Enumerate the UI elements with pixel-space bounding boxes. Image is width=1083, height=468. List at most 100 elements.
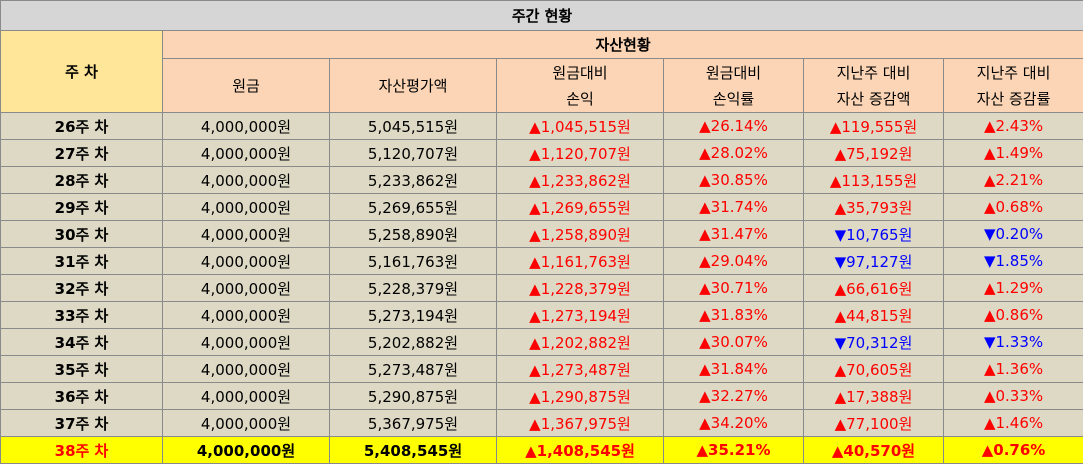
principal-cell: 4,000,000원 bbox=[162, 409, 330, 437]
weekly-change-cell: ▲40,570원 bbox=[803, 436, 944, 464]
week-cell: 27주 차 bbox=[0, 139, 163, 167]
weekly-change-rate-cell: ▲2.21% bbox=[942, 166, 1083, 194]
weekly-change-rate-cell: ▼1.33% bbox=[942, 328, 1083, 356]
asset-value-cell: 5,290,875원 bbox=[329, 382, 497, 410]
asset-value-cell: 5,273,487원 bbox=[329, 355, 497, 383]
weekly-change-cell: ▼70,312원 bbox=[803, 328, 944, 356]
profit-rate-cell: ▲32.27% bbox=[663, 382, 804, 410]
weekly-change-rate-cell: ▲0.33% bbox=[942, 382, 1083, 410]
asset-value-cell: 5,408,545원 bbox=[329, 436, 497, 464]
weekly-change-cell: ▼10,765원 bbox=[803, 220, 944, 248]
table-row: 34주 차 4,000,000원 5,202,882원 ▲1,202,882원 ▲30.… bbox=[0, 328, 1083, 356]
table-row: 29주 차 4,000,000원 5,269,655원 ▲1,269,655원 ▲31.… bbox=[0, 193, 1083, 221]
weekly-change-rate-cell: ▲2.43% bbox=[942, 112, 1083, 140]
profit-loss-cell: ▲1,269,655원 bbox=[496, 193, 664, 221]
week-cell: 28주 차 bbox=[0, 166, 163, 194]
profit-loss-cell: ▲1,045,515원 bbox=[496, 112, 664, 140]
column-header-row: 원금 자산평가액 원금대비 손익 원금대비 손익률 지난주 대비 자산 증감액 지난주… bbox=[1, 58, 1083, 113]
asset-value-cell: 5,228,379원 bbox=[329, 274, 497, 302]
table-row: 35주 차 4,000,000원 5,273,487원 ▲1,273,487원 ▲31.… bbox=[0, 355, 1083, 383]
weekly-change-rate-cell: ▲1.29% bbox=[942, 274, 1083, 302]
profit-rate-cell: ▲26.14% bbox=[663, 112, 804, 140]
principal-cell: 4,000,000원 bbox=[162, 328, 330, 356]
table-title: 주간 현황 bbox=[0, 0, 1083, 31]
asset-value-cell: 5,273,194원 bbox=[329, 301, 497, 329]
week-header: 주 차 bbox=[0, 30, 163, 113]
asset-value-cell: 5,161,763원 bbox=[329, 247, 497, 275]
profit-rate-cell: ▲31.47% bbox=[663, 220, 804, 248]
week-cell: 31주 차 bbox=[0, 247, 163, 275]
col-header-principal: 원금 bbox=[162, 58, 330, 113]
table-row: 37주 차 4,000,000원 5,367,975원 ▲1,367,975원 ▲34.… bbox=[0, 409, 1083, 437]
profit-loss-cell: ▲1,233,862원 bbox=[496, 166, 664, 194]
principal-cell: 4,000,000원 bbox=[162, 112, 330, 140]
asset-value-cell: 5,045,515원 bbox=[329, 112, 497, 140]
profit-loss-cell: ▲1,273,487원 bbox=[496, 355, 664, 383]
weekly-change-cell: ▲66,616원 bbox=[803, 274, 944, 302]
week-cell: 32주 차 bbox=[0, 274, 163, 302]
table-row: 36주 차 4,000,000원 5,290,875원 ▲1,290,875원 ▲32.… bbox=[0, 382, 1083, 410]
principal-cell: 4,000,000원 bbox=[162, 301, 330, 329]
week-cell: 37주 차 bbox=[0, 409, 163, 437]
table-row: 38주 차 4,000,000원 5,408,545원 ▲1,408,545원 ▲35.… bbox=[0, 436, 1083, 464]
table-row: 27주 차 4,000,000원 5,120,707원 ▲1,120,707원 ▲28.… bbox=[0, 139, 1083, 167]
asset-status-header: 자산현황 bbox=[161, 30, 1083, 59]
weekly-change-cell: ▼97,127원 bbox=[803, 247, 944, 275]
principal-cell: 4,000,000원 bbox=[162, 139, 330, 167]
profit-loss-cell: ▲1,120,707원 bbox=[496, 139, 664, 167]
principal-cell: 4,000,000원 bbox=[162, 193, 330, 221]
asset-value-cell: 5,120,707원 bbox=[329, 139, 497, 167]
table-row: 26주 차 4,000,000원 5,045,515원 ▲1,045,515원 ▲26.… bbox=[0, 112, 1083, 140]
weekly-change-rate-cell: ▲0.86% bbox=[942, 301, 1083, 329]
weekly-change-cell: ▲113,155원 bbox=[803, 166, 944, 194]
group-header-row: 주 차 자산현황 bbox=[0, 30, 1083, 113]
week-cell: 33주 차 bbox=[0, 301, 163, 329]
weekly-change-cell: ▲77,100원 bbox=[803, 409, 944, 437]
profit-loss-cell: ▲1,228,379원 bbox=[496, 274, 664, 302]
col-header-asset-value: 자산평가액 bbox=[329, 58, 497, 113]
weekly-change-rate-cell: ▲1.46% bbox=[942, 409, 1083, 437]
col-header-profit-rate: 원금대비 손익률 bbox=[663, 58, 804, 113]
weekly-change-rate-cell: ▲0.76% bbox=[942, 436, 1083, 464]
profit-loss-cell: ▲1,202,882원 bbox=[496, 328, 664, 356]
table-row: 28주 차 4,000,000원 5,233,862원 ▲1,233,862원 ▲30.… bbox=[0, 166, 1083, 194]
profit-rate-cell: ▲34.20% bbox=[663, 409, 804, 437]
table-body: 26주 차 4,000,000원 5,045,515원 ▲1,045,515원 ▲26.… bbox=[0, 112, 1083, 464]
profit-rate-cell: ▲29.04% bbox=[663, 247, 804, 275]
principal-cell: 4,000,000원 bbox=[162, 436, 330, 464]
principal-cell: 4,000,000원 bbox=[162, 274, 330, 302]
profit-loss-cell: ▲1,161,763원 bbox=[496, 247, 664, 275]
profit-loss-cell: ▲1,258,890원 bbox=[496, 220, 664, 248]
profit-rate-cell: ▲30.85% bbox=[663, 166, 804, 194]
table-row: 30주 차 4,000,000원 5,258,890원 ▲1,258,890원 ▲31.… bbox=[0, 220, 1083, 248]
weekly-change-rate-cell: ▲1.49% bbox=[942, 139, 1083, 167]
profit-loss-cell: ▲1,290,875원 bbox=[496, 382, 664, 410]
weekly-change-rate-cell: ▼0.20% bbox=[942, 220, 1083, 248]
col-header-weekly-change: 지난주 대비 자산 증감액 bbox=[803, 58, 944, 113]
principal-cell: 4,000,000원 bbox=[162, 382, 330, 410]
profit-rate-cell: ▲31.83% bbox=[663, 301, 804, 329]
profit-rate-cell: ▲28.02% bbox=[663, 139, 804, 167]
col-header-weekly-change-rate: 지난주 대비 자산 증감률 bbox=[942, 58, 1083, 113]
week-cell: 30주 차 bbox=[0, 220, 163, 248]
asset-value-cell: 5,269,655원 bbox=[329, 193, 497, 221]
profit-rate-cell: ▲31.74% bbox=[663, 193, 804, 221]
week-cell: 29주 차 bbox=[0, 193, 163, 221]
weekly-change-cell: ▲17,388원 bbox=[803, 382, 944, 410]
profit-rate-cell: ▲30.07% bbox=[663, 328, 804, 356]
weekly-change-cell: ▲35,793원 bbox=[803, 193, 944, 221]
weekly-change-rate-cell: ▲0.68% bbox=[942, 193, 1083, 221]
asset-value-cell: 5,367,975원 bbox=[329, 409, 497, 437]
asset-value-cell: 5,258,890원 bbox=[329, 220, 497, 248]
principal-cell: 4,000,000원 bbox=[162, 220, 330, 248]
table-row: 31주 차 4,000,000원 5,161,763원 ▲1,161,763원 ▲29.… bbox=[0, 247, 1083, 275]
table-row: 33주 차 4,000,000원 5,273,194원 ▲1,273,194원 ▲31.… bbox=[0, 301, 1083, 329]
weekly-change-cell: ▲75,192원 bbox=[803, 139, 944, 167]
profit-loss-cell: ▲1,367,975원 bbox=[496, 409, 664, 437]
profit-rate-cell: ▲35.21% bbox=[663, 436, 804, 464]
asset-value-cell: 5,202,882원 bbox=[329, 328, 497, 356]
weekly-change-cell: ▲70,605원 bbox=[803, 355, 944, 383]
profit-loss-cell: ▲1,408,545원 bbox=[496, 436, 664, 464]
col-header-profit-loss: 원금대비 손익 bbox=[496, 58, 664, 113]
